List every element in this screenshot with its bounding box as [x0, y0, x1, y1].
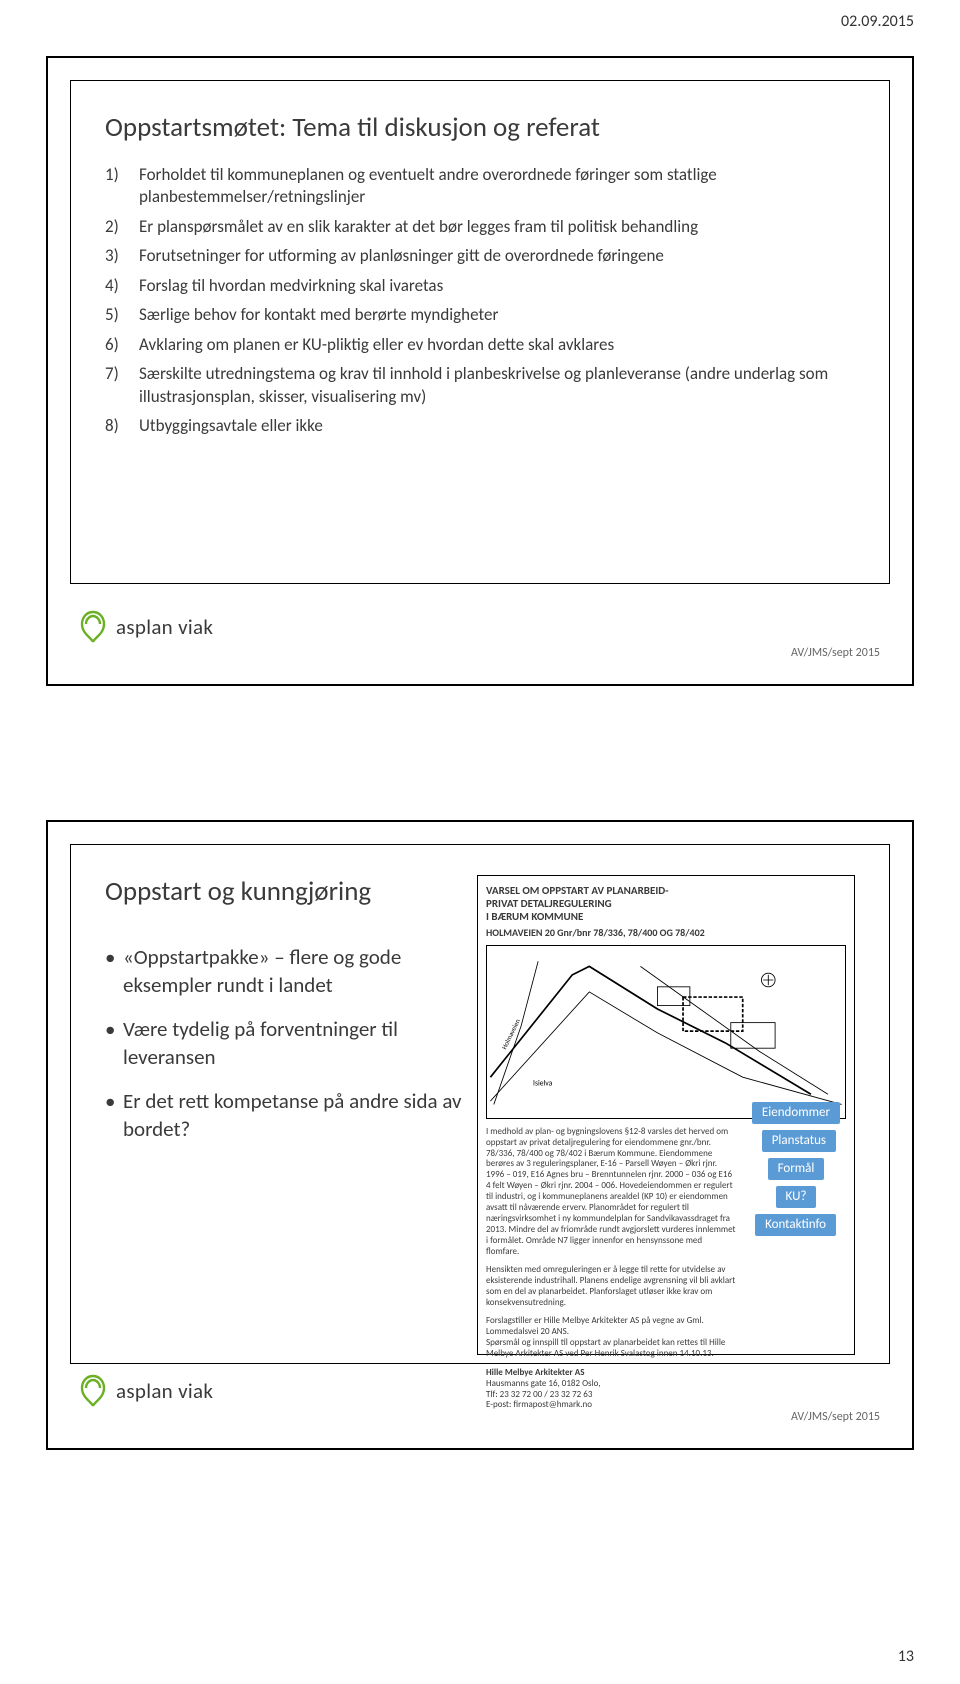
tag-ku: KU?: [776, 1186, 817, 1208]
slide-1: Oppstartsmøtet: Tema til diskusjon og re…: [46, 56, 914, 686]
logo-swirl-icon: [76, 610, 110, 644]
slide-1-list: Forholdet til kommuneplanen og eventuelt…: [105, 164, 855, 437]
list-item: Avklaring om planen er KU-pliktig eller …: [105, 334, 855, 356]
scan-headline-3: I BÆRUM KOMMUNE: [486, 910, 583, 923]
page-number: 13: [898, 1647, 914, 1666]
list-item: Særskilte utredningstema og krav til inn…: [105, 363, 855, 408]
scan-headline: VARSEL OM OPPSTART AV PLANARBEID- PRIVAT…: [486, 884, 846, 924]
slide-1-inner: Oppstartsmøtet: Tema til diskusjon og re…: [70, 80, 890, 584]
svg-text:Holmaveien: Holmaveien: [500, 1017, 522, 1050]
tag-stack: Eiendommer Planstatus Formål KU? Kontakt…: [752, 1102, 840, 1236]
scan-headline-1: VARSEL OM OPPSTART AV PLANARBEID-: [486, 884, 669, 897]
slide-1-meta: AV/JMS/sept 2015: [791, 646, 880, 660]
brand-logo: asplan viak: [76, 610, 213, 644]
announcement-scan: VARSEL OM OPPSTART AV PLANARBEID- PRIVAT…: [477, 875, 855, 1355]
list-item: Forutsetninger for utforming av planløsn…: [105, 245, 855, 267]
tag-formal: Formål: [768, 1158, 825, 1180]
slide-1-title: Oppstartsmøtet: Tema til diskusjon og re…: [105, 111, 855, 144]
tag-kontaktinfo: Kontaktinfo: [755, 1214, 836, 1236]
list-item: Er planspørsmålet av en slik karakter at…: [105, 216, 855, 238]
scan-map-figure: Holmaveien Isielva: [486, 945, 846, 1119]
logo-swirl-icon: [76, 1374, 110, 1408]
tag-eiendommer: Eiendommer: [752, 1102, 840, 1124]
scan-headline-2: PRIVAT DETALJREGULERING: [486, 897, 612, 910]
scan-para-1: I medhold av plan- og bygningslovens §12…: [486, 1127, 736, 1259]
list-item: Er det rett kompetanse på andre sida av …: [105, 1088, 465, 1144]
slide-2-inner: Oppstart og kunngjøring «Oppstartpakke» …: [70, 844, 890, 1364]
scan-para-3: Forslagstiller er Hille Melbye Arkitekte…: [486, 1316, 736, 1360]
scan-subheader: HOLMAVEIEN 20 Gnr/bnr 78/336, 78/400 OG …: [486, 926, 846, 939]
svg-text:Isielva: Isielva: [533, 1079, 553, 1088]
slide-2-bullets: «Oppstartpakke» – flere og gode eksemple…: [105, 944, 465, 1144]
tag-planstatus: Planstatus: [762, 1130, 836, 1152]
list-item: Særlige behov for kontakt med berørte my…: [105, 304, 855, 326]
scan-para-2: Hensikten med omreguleringen er å legge …: [486, 1265, 736, 1309]
slide-2: Oppstart og kunngjøring «Oppstartpakke» …: [46, 820, 914, 1450]
brand-name: asplan viak: [116, 1378, 213, 1404]
slide-1-footer: asplan viak AV/JMS/sept 2015: [70, 598, 890, 670]
list-item: Forslag til hvordan medvirkning skal iva…: [105, 275, 855, 297]
scan-body-text: I medhold av plan- og bygningslovens §12…: [486, 1127, 736, 1360]
slide-2-meta: AV/JMS/sept 2015: [791, 1410, 880, 1424]
brand-name: asplan viak: [116, 614, 213, 640]
map-svg-icon: Holmaveien Isielva: [487, 946, 845, 1118]
slide-2-footer: asplan viak AV/JMS/sept 2015: [70, 1362, 890, 1434]
brand-logo: asplan viak: [76, 1374, 213, 1408]
list-item: Forholdet til kommuneplanen og eventuelt…: [105, 164, 855, 209]
list-item: Utbyggingsavtale eller ikke: [105, 415, 855, 437]
slide-2-left-col: Oppstart og kunngjøring «Oppstartpakke» …: [105, 875, 465, 1343]
list-item: Være tydelig på forventninger til levera…: [105, 1016, 465, 1072]
page-date: 02.09.2015: [841, 12, 914, 31]
slide-2-title: Oppstart og kunngjøring: [105, 875, 465, 908]
list-item: «Oppstartpakke» – flere og gode eksemple…: [105, 944, 465, 1000]
